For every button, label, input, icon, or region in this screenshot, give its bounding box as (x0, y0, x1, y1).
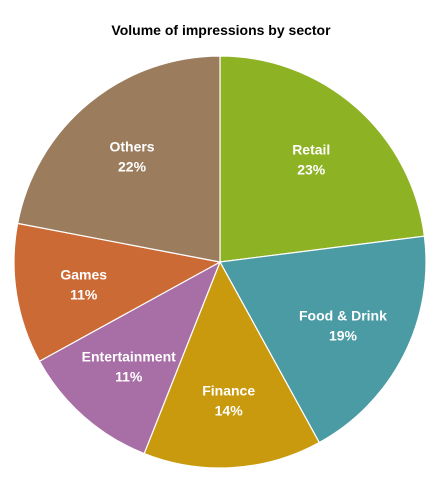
slice-label-food-and-drink: Food & Drink (299, 308, 387, 324)
pie-slice-games (13, 222, 222, 363)
slice-label-games: Games (60, 267, 107, 283)
slice-label-retail: Retail (292, 141, 330, 157)
pie-slice-food-and-drink (219, 235, 427, 444)
pie-slice-finance (143, 260, 321, 469)
slice-value-entertainment: 11% (115, 369, 143, 385)
slice-label-entertainment: Entertainment (82, 349, 176, 365)
slice-label-others: Others (109, 139, 154, 155)
pie-slice-entertainment (38, 260, 222, 455)
pie-slice-others (16, 55, 221, 263)
slice-value-finance: 14% (215, 403, 244, 419)
slice-value-retail: 23% (297, 161, 326, 177)
chart-title: Volume of impressions by sector (111, 22, 331, 38)
slice-value-games: 11% (70, 287, 98, 303)
slice-label-finance: Finance (202, 383, 255, 399)
pie-slice-retail (219, 55, 426, 263)
slice-value-food-and-drink: 19% (329, 328, 358, 344)
slice-value-others: 22% (118, 159, 147, 175)
